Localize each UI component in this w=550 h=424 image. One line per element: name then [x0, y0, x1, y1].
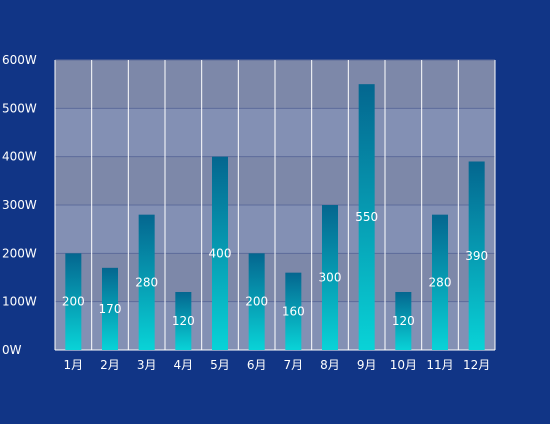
x-tick-label: 1月 — [64, 358, 84, 372]
data-label: 390 — [465, 249, 488, 263]
y-axis: 0W 100W 200W 300W 400W 500W 600W — [2, 53, 37, 357]
data-labels: 200 170 280 120 400 200 160 300 550 120 280 390 — [62, 210, 488, 328]
x-tick-label: 3月 — [137, 358, 157, 372]
x-tick-label: 10月 — [390, 358, 417, 372]
data-label: 280 — [429, 275, 452, 289]
x-tick-label: 11月 — [426, 358, 453, 372]
bar — [138, 214, 155, 350]
x-tick-label: 5月 — [210, 358, 230, 372]
data-label: 200 — [245, 295, 268, 309]
x-tick-label: 6月 — [247, 358, 267, 372]
x-tick-label: 12月 — [463, 358, 490, 372]
bar — [358, 84, 375, 351]
data-label: 400 — [209, 246, 232, 260]
x-tick-label: 9月 — [357, 358, 377, 372]
data-label: 120 — [392, 314, 415, 328]
bar — [395, 292, 412, 350]
data-label: 160 — [282, 304, 305, 318]
data-label: 280 — [135, 275, 158, 289]
bar — [65, 253, 82, 350]
bar — [212, 156, 228, 350]
x-tick-label: 4月 — [174, 358, 194, 372]
bar — [248, 253, 265, 350]
data-label: 120 — [172, 314, 195, 328]
bar — [322, 205, 338, 350]
bars — [65, 84, 485, 351]
category-separators — [54, 60, 496, 351]
x-tick-label: 7月 — [284, 358, 304, 372]
y-tick-label: 300W — [2, 198, 37, 212]
data-label: 300 — [319, 271, 342, 285]
data-label: 200 — [62, 295, 85, 309]
bar — [468, 161, 485, 350]
y-tick-label: 200W — [2, 246, 37, 260]
y-tick-label: 500W — [2, 101, 37, 115]
data-label: 550 — [355, 210, 378, 224]
y-tick-label: 100W — [2, 295, 37, 309]
data-label: 170 — [99, 302, 122, 316]
x-tick-label: 8月 — [320, 358, 340, 372]
y-tick-label: 0W — [2, 343, 22, 357]
bar — [432, 214, 448, 350]
bar — [285, 272, 302, 350]
y-tick-label: 400W — [2, 150, 37, 164]
y-tick-label: 600W — [2, 53, 37, 67]
bar — [102, 267, 118, 350]
x-tick-label: 2月 — [100, 358, 120, 372]
x-axis: 1月 2月 3月 4月 5月 6月 7月 8月 9月 10月 11月 12月 — [64, 358, 491, 372]
bar — [175, 292, 192, 350]
